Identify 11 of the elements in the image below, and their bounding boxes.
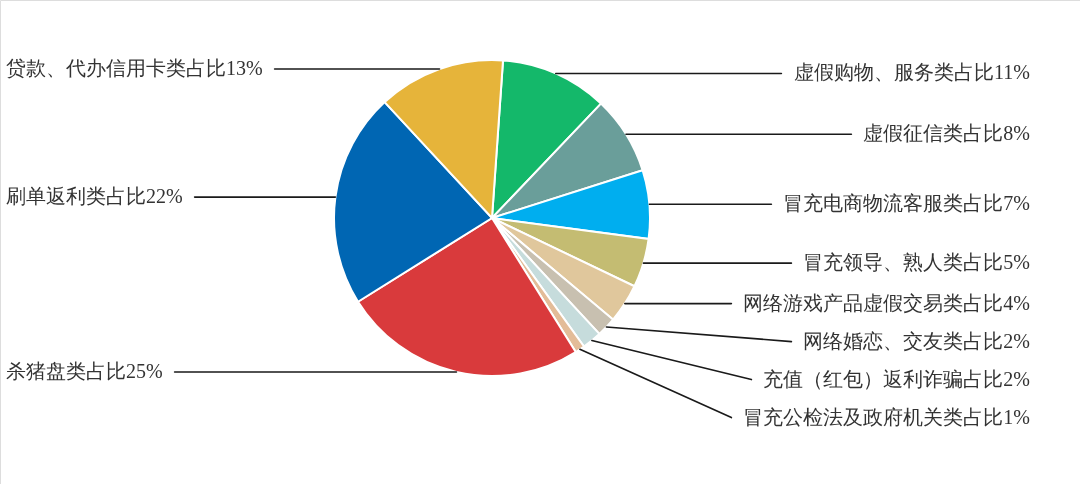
slice-label: 冒充电商物流客服类占比7% (783, 192, 1030, 215)
slice-label: 充值（红包）返利诈骗占比2% (763, 367, 1030, 390)
slice-label: 虚假征信类占比8% (863, 122, 1030, 145)
slice-label: 贷款、代办信用卡类占比13% (6, 56, 263, 79)
slice-label: 杀猪盘类占比25% (6, 359, 163, 382)
slice-label: 冒充公检法及政府机关类占比1% (743, 405, 1030, 428)
slice-label: 网络游戏产品虚假交易类占比4% (743, 291, 1030, 314)
slice-label: 虚假购物、服务类占比11% (794, 61, 1030, 84)
slice-label: 刷单返利类占比22% (6, 185, 183, 208)
slice-label: 网络婚恋、交友类占比2% (803, 329, 1030, 352)
slice-label: 冒充领导、熟人类占比5% (803, 251, 1030, 274)
